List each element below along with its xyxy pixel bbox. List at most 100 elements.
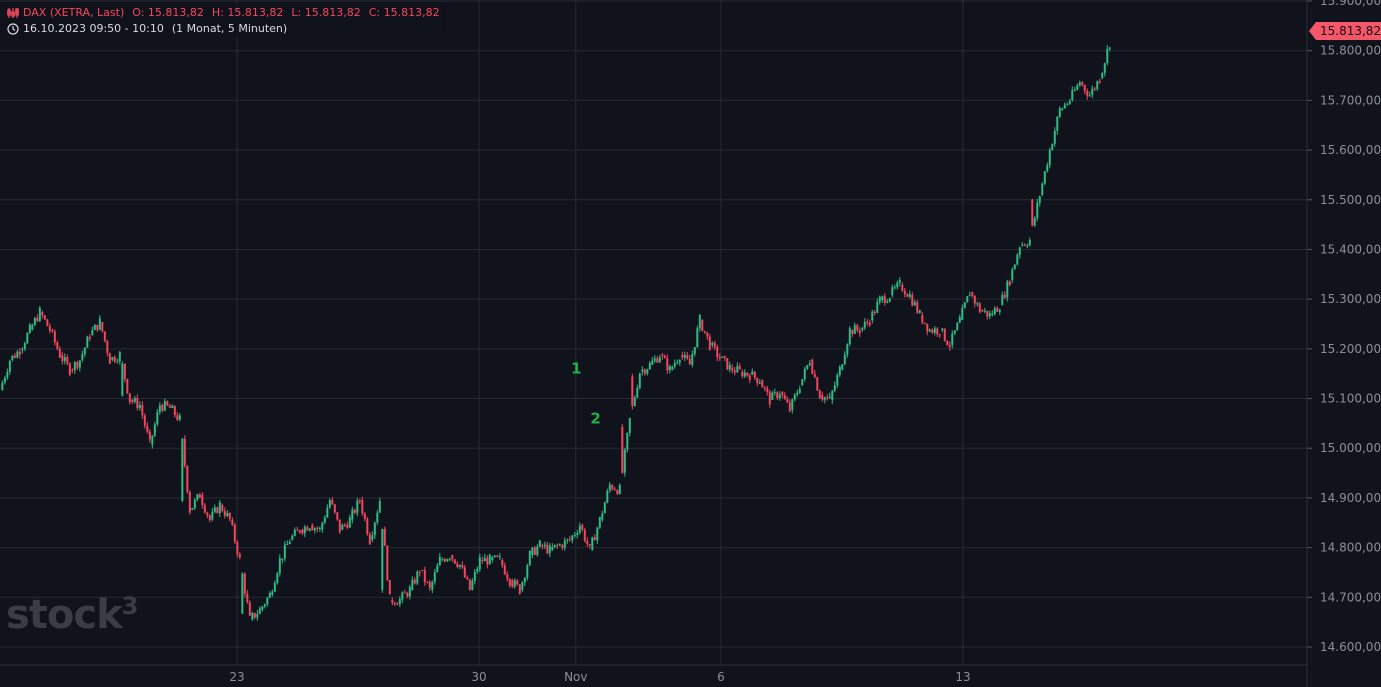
- candle-body: [186, 465, 189, 492]
- candle-body: [903, 290, 906, 295]
- candle-body: [238, 554, 241, 558]
- candle-body: [91, 329, 94, 335]
- candle-body: [1, 382, 4, 391]
- candle-body: [616, 490, 619, 494]
- y-tick-label: 15.400,00: [1320, 242, 1381, 256]
- candle-body: [953, 330, 956, 334]
- candle-body: [148, 431, 151, 440]
- candle-body: [773, 392, 776, 394]
- candle-body: [668, 366, 671, 371]
- candle-body: [283, 544, 286, 559]
- candle-body: [1101, 72, 1104, 79]
- candle-body: [498, 556, 501, 558]
- candle-body: [458, 564, 461, 567]
- candle-body: [23, 343, 26, 350]
- y-tick-label: 15.900,00: [1320, 0, 1381, 8]
- candle-body: [1093, 88, 1096, 90]
- candle-body: [1071, 90, 1074, 100]
- candle-body: [833, 385, 836, 391]
- wave-marker-label: 2: [590, 409, 600, 427]
- candle-body: [991, 314, 994, 316]
- candle-body: [931, 329, 934, 333]
- candle-body: [1051, 143, 1054, 151]
- candle-body: [783, 395, 786, 400]
- candle-body: [808, 363, 811, 366]
- candle-body: [863, 321, 866, 328]
- candle-body: [121, 363, 124, 396]
- candle-body: [293, 529, 296, 536]
- candle-body: [963, 302, 966, 308]
- candle-body: [633, 397, 636, 406]
- y-tick-label: 15.200,00: [1320, 342, 1381, 356]
- candle-body: [746, 372, 749, 376]
- candle-body: [343, 524, 346, 526]
- candle-body: [388, 580, 391, 595]
- candle-body: [1013, 264, 1016, 270]
- candle-body: [418, 571, 421, 573]
- candle-body: [796, 392, 799, 395]
- candle-body: [301, 529, 304, 534]
- candle-body: [33, 318, 36, 325]
- candle-body: [1016, 255, 1019, 265]
- candle-body: [716, 346, 719, 358]
- candle-body: [46, 319, 49, 327]
- candle-body: [176, 415, 179, 420]
- candle-body: [56, 342, 59, 350]
- candle-body: [831, 390, 834, 401]
- candle-body: [193, 499, 196, 508]
- x-tick-label: Nov: [564, 670, 587, 684]
- candle-body: [8, 360, 11, 372]
- candle-body: [6, 371, 9, 378]
- candle-body: [471, 580, 474, 590]
- candle-body: [781, 392, 784, 396]
- candle-body: [1048, 149, 1051, 166]
- candle-body: [643, 369, 646, 374]
- candle-body: [351, 509, 354, 520]
- candle-body: [1088, 95, 1091, 97]
- candle-body: [523, 577, 526, 583]
- candle-body: [688, 358, 691, 365]
- candle-body: [356, 500, 359, 513]
- candle-body: [441, 559, 444, 561]
- candle-body: [131, 400, 134, 402]
- candle-body: [598, 516, 601, 528]
- candle-body: [798, 389, 801, 393]
- candle-body: [226, 512, 229, 517]
- candle-body: [278, 558, 281, 574]
- candle-body: [583, 529, 586, 542]
- candle-body: [571, 535, 574, 541]
- y-tick-label: 15.800,00: [1320, 44, 1381, 58]
- candle-body: [596, 527, 599, 541]
- y-tick-label: 15.600,00: [1320, 143, 1381, 157]
- candle-body: [793, 394, 796, 400]
- candle-body: [678, 360, 681, 363]
- candle-body: [1108, 47, 1111, 49]
- candle-body: [403, 592, 406, 594]
- candle-body: [1066, 103, 1069, 105]
- candle-body: [1036, 202, 1039, 219]
- candle-body: [723, 356, 726, 358]
- candle-body: [353, 509, 356, 513]
- candle-body: [601, 513, 604, 520]
- candle-body: [1033, 218, 1036, 226]
- candle-body: [813, 373, 816, 378]
- candle-body: [923, 322, 926, 324]
- candle-body: [916, 302, 919, 313]
- candle-body: [318, 527, 321, 529]
- candle-body: [853, 325, 856, 334]
- candle-body: [1083, 84, 1086, 91]
- candle-body: [116, 361, 119, 363]
- candle-body: [513, 580, 516, 587]
- candle-body: [586, 541, 589, 545]
- candle-body: [743, 372, 746, 377]
- candle-body: [296, 529, 299, 531]
- candle-body: [81, 354, 84, 360]
- candle-body: [488, 554, 491, 565]
- candle-body: [733, 370, 736, 373]
- candle-body: [341, 524, 344, 530]
- candle-body: [126, 378, 129, 394]
- candle-body: [926, 323, 929, 332]
- candle-body: [876, 302, 879, 313]
- candle-body: [233, 524, 236, 542]
